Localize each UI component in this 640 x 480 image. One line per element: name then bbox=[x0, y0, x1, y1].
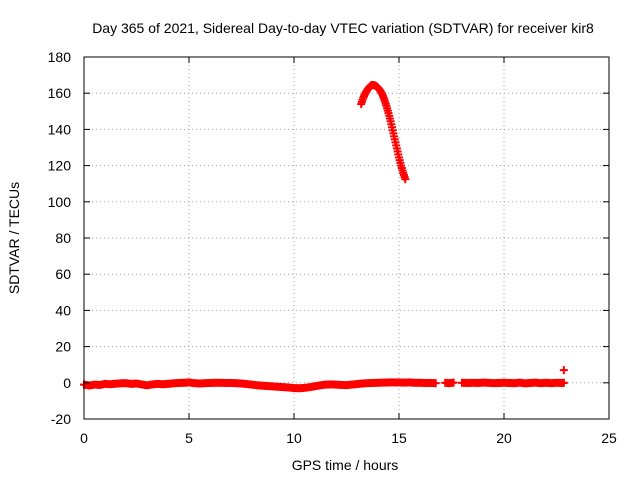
y-tick-label: 120 bbox=[48, 158, 72, 174]
y-tick-label: 40 bbox=[55, 302, 71, 318]
x-axis-title: GPS time / hours bbox=[292, 457, 399, 473]
data-point bbox=[401, 175, 410, 184]
y-tick-label: 100 bbox=[48, 194, 72, 210]
chart-title: Day 365 of 2021, Sidereal Day-to-day VTE… bbox=[92, 20, 594, 36]
axis-ticks bbox=[83, 56, 610, 420]
y-tick-label: 60 bbox=[55, 266, 71, 282]
data-point bbox=[431, 379, 440, 388]
x-tick-label: 10 bbox=[286, 430, 302, 446]
x-tick-label: 5 bbox=[185, 430, 193, 446]
y-tick-label: 160 bbox=[48, 85, 72, 101]
x-tick-label: 25 bbox=[601, 430, 617, 446]
x-tick-labels: 0 5 10 15 20 25 bbox=[80, 430, 617, 446]
data-points bbox=[80, 81, 568, 393]
y-tick-label: 180 bbox=[48, 49, 72, 65]
data-point bbox=[559, 366, 568, 375]
y-tick-labels: -20 0 20 40 60 80 100 120 140 160 180 bbox=[48, 49, 72, 427]
y-tick-label: 140 bbox=[48, 121, 72, 137]
y-axis-title: SDTVAR / TECUs bbox=[6, 182, 22, 294]
y-tick-label: -20 bbox=[51, 411, 71, 427]
y-tick-label: 80 bbox=[55, 230, 71, 246]
x-tick-label: 20 bbox=[496, 430, 512, 446]
plot-frame bbox=[83, 56, 610, 420]
x-tick-label: 0 bbox=[80, 430, 88, 446]
y-tick-label: 0 bbox=[63, 375, 71, 391]
x-tick-label: 15 bbox=[391, 430, 407, 446]
y-tick-label: 20 bbox=[55, 339, 71, 355]
data-point bbox=[559, 378, 568, 387]
data-point bbox=[449, 378, 458, 387]
grid-lines bbox=[84, 57, 609, 419]
